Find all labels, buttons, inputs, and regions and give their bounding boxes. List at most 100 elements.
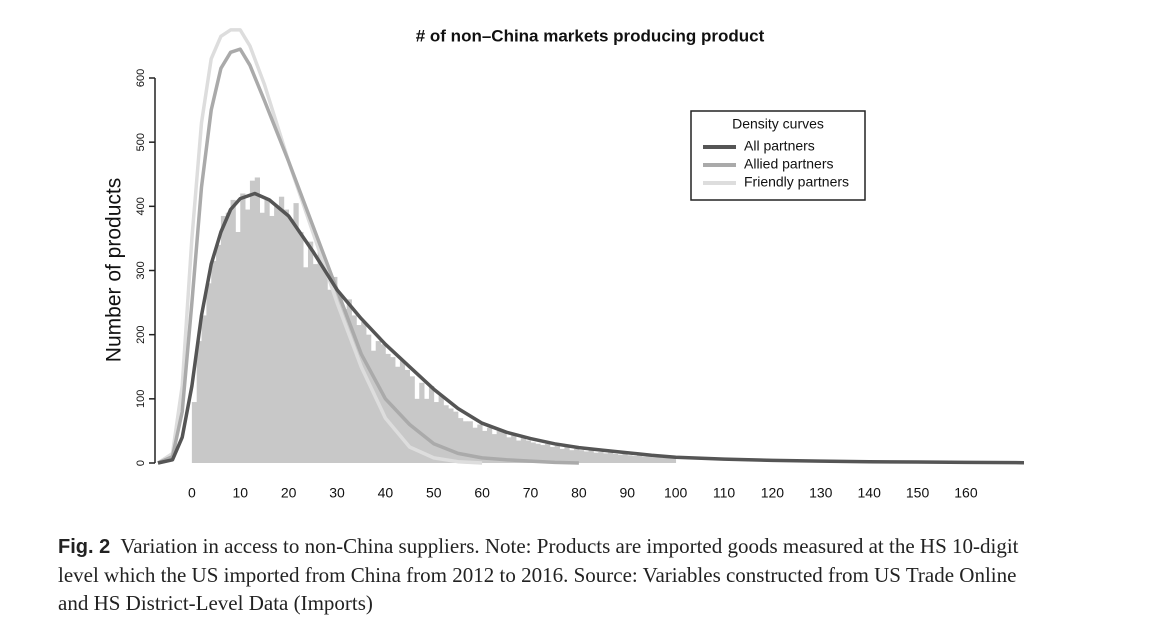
legend-label: Friendly partners (744, 174, 849, 190)
histogram-bar (428, 386, 435, 463)
histogram-bar (496, 430, 502, 463)
y-axis-label: Number of products (103, 178, 126, 362)
histogram-bar (588, 450, 594, 463)
histogram-bar (525, 440, 531, 463)
histogram-bar (506, 437, 512, 463)
histogram-bar (303, 267, 309, 463)
density-curve (157, 28, 483, 465)
x-tick-label: 20 (281, 485, 297, 501)
histogram-bar (491, 434, 498, 463)
histogram-bar (341, 309, 348, 463)
histogram-bar (245, 209, 251, 463)
histogram-bar (636, 455, 643, 463)
histogram-bar (346, 299, 352, 463)
histogram-bar (307, 241, 314, 463)
y-tick-label: 400 (135, 197, 147, 215)
histogram-bar (670, 458, 677, 463)
histogram-bar (511, 434, 517, 463)
histogram-bar (472, 427, 478, 463)
histogram-bar (569, 450, 575, 463)
histogram-bar (656, 457, 662, 463)
histogram-bar (622, 454, 628, 463)
histogram-bar (240, 193, 246, 463)
histogram-bar (283, 209, 290, 463)
caption-label: Fig. 2 (58, 536, 111, 558)
histogram-bar (206, 283, 212, 463)
histogram-bar (578, 450, 585, 463)
x-tick-label: 50 (426, 485, 442, 501)
histogram-bar (453, 411, 459, 463)
histogram-bar (545, 443, 551, 463)
histogram-bar (617, 454, 623, 463)
chart-title: # of non–China markets producing product (416, 26, 765, 45)
legend-label: All partners (744, 138, 815, 154)
histogram-bar (404, 369, 410, 463)
density-curve (157, 191, 1025, 465)
histogram-bar (370, 350, 377, 463)
histogram-bar (235, 232, 241, 463)
histogram-bar (627, 455, 633, 463)
histogram-bar (254, 177, 260, 464)
x-tick-label: 60 (474, 485, 490, 501)
histogram-bar (327, 289, 333, 463)
histogram-bar (477, 424, 483, 463)
x-tick-label: 90 (619, 485, 635, 501)
histogram-bar (395, 366, 401, 463)
histogram-bar (337, 296, 343, 463)
histogram-bar (332, 276, 338, 463)
histogram-bar (216, 244, 222, 463)
histogram-bar (322, 267, 328, 463)
histogram-bar (467, 421, 473, 463)
histogram-bar (390, 357, 396, 463)
histogram-bar (293, 203, 299, 463)
histogram-bar (385, 353, 391, 463)
x-tick-label: 80 (571, 485, 587, 501)
histogram-bar (549, 446, 556, 463)
histogram-bar (269, 215, 275, 463)
y-tick-label: 500 (135, 133, 147, 151)
histogram-bar (351, 315, 357, 463)
x-tick-label: 110 (713, 485, 736, 501)
histogram-bar (443, 405, 449, 463)
caption-text: Variation in access to non-China supplie… (58, 534, 1019, 615)
y-tick-label: 0 (135, 460, 147, 466)
histogram-bar (661, 457, 667, 463)
histogram-bar (535, 443, 541, 463)
histogram-bar (540, 445, 546, 463)
histogram-bar (554, 445, 560, 463)
histogram-bar (603, 453, 609, 463)
caption: Fig. 2 Variation in access to non-China … (58, 532, 1048, 617)
x-tick-label: 40 (378, 485, 394, 501)
histogram-bar (665, 457, 672, 463)
legend: Density curves All partners Allied partner… (690, 110, 866, 201)
histogram-bar (598, 452, 604, 463)
x-tick-label: 10 (232, 485, 248, 501)
histogram-bar (419, 382, 425, 463)
histogram-bar (632, 455, 638, 463)
histogram-bar (501, 432, 507, 463)
histogram-bar (462, 421, 469, 463)
histogram-bar (298, 232, 304, 463)
chart: # of non–China markets producing product… (103, 26, 1025, 501)
histogram-bar (433, 402, 440, 463)
histogram-bar (249, 180, 256, 463)
histogram-bar (583, 451, 589, 463)
y-tick-label: 600 (135, 69, 147, 87)
histogram-bar (559, 448, 565, 463)
x-tick-label: 140 (858, 485, 882, 501)
histogram-bar (191, 402, 198, 463)
histogram-bar (259, 212, 265, 463)
histogram-bar (312, 264, 319, 463)
histogram-bar (230, 199, 236, 463)
histogram-bar (448, 408, 454, 463)
histogram-bar (201, 315, 207, 463)
histogram-bar (482, 430, 488, 463)
histogram-bar (593, 452, 599, 463)
x-tick-label: 150 (906, 485, 930, 501)
histogram-bar (574, 448, 580, 463)
legend-title: Density curves (732, 116, 824, 132)
x-tick-label: 130 (809, 485, 833, 501)
histogram-bar (612, 454, 619, 463)
histogram-bar (438, 395, 444, 463)
